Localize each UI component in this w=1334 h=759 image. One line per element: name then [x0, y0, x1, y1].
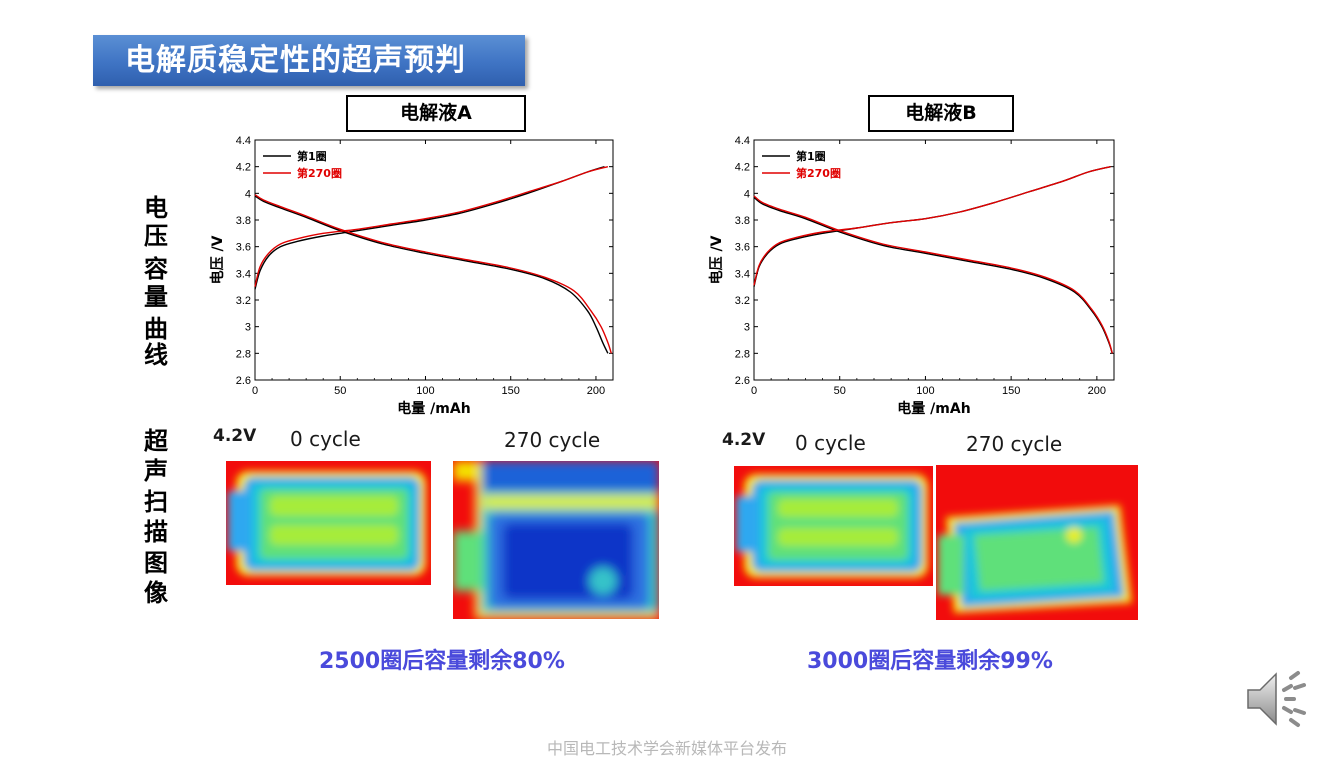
row-label-char: 容	[144, 255, 168, 283]
legend-entry: 第270圈	[796, 166, 841, 180]
y-tick-label: 4.2	[236, 162, 251, 174]
row-label-char: 声	[144, 457, 168, 485]
speaker-icon[interactable]	[1244, 668, 1310, 730]
x-tick-label: 100	[416, 385, 434, 397]
scan-cycle-0-label-a: 0 cycle	[290, 427, 361, 451]
row-label-char: 电	[144, 194, 168, 222]
series-2-charge-line	[753, 165, 1111, 286]
panel-b-label: 电解液B	[868, 95, 1014, 132]
plot-frame	[254, 139, 614, 381]
y-tick-label: 3.2	[236, 295, 251, 307]
series-2-discharge-line	[753, 195, 1113, 354]
ultrasonic-scan-a-0-cycle	[226, 461, 431, 585]
series-2-discharge-line	[254, 194, 612, 354]
y-tick-label: 2.8	[236, 348, 251, 360]
y-tick-label: 3	[245, 322, 251, 334]
x-tick-label: 0	[751, 385, 757, 397]
scan-voltage-a: 4.2V	[213, 426, 257, 446]
row-label-char: 像	[144, 579, 168, 607]
row-label-char: 曲	[144, 315, 168, 343]
row-label-char: 扫	[144, 488, 168, 516]
ultrasonic-scan-a-270-cycle	[453, 461, 659, 619]
result-electrolyte-a: 2500圈后容量剩余80%	[319, 649, 565, 674]
y-tick-label: 4.4	[236, 135, 251, 147]
row-label-char: 压	[144, 222, 168, 250]
voltage-capacity-chart-a: 2.6 2.8 3 3.2 3.4 3.6 3.8 4 4.2 4.4 0 50 100 150 200 电量…	[205, 132, 625, 422]
footer-credit: 中国电工技术学会新媒体平台发布	[546, 739, 787, 758]
row-label-char: 量	[144, 283, 168, 311]
x-tick-label: 50	[834, 385, 846, 397]
scan-voltage-b: 4.2V	[722, 430, 766, 450]
result-electrolyte-b: 3000圈后容量剩余99%	[807, 649, 1053, 674]
y-tick-label: 3.2	[735, 295, 750, 307]
y-tick-label: 3.8	[236, 215, 251, 227]
x-axis-label: 电量 /mAh	[397, 400, 470, 417]
y-tick-label: 3.6	[236, 242, 251, 254]
scan-cycle-0-label-b: 0 cycle	[795, 431, 866, 455]
x-tick-label: 150	[502, 385, 520, 397]
y-tick-label: 3	[744, 322, 750, 334]
y-tick-label: 4.2	[735, 162, 750, 174]
y-tick-label: 4	[245, 188, 251, 200]
y-tick-label: 3.8	[735, 215, 750, 227]
slide-title: 电解质稳定性的超声预判	[93, 35, 525, 86]
y-tick-label: 2.6	[236, 375, 251, 387]
chart-svg: 2.6 2.8 3 3.2 3.4 3.6 3.8 4 4.2 4.4 0 50 100 150 200 电量…	[209, 135, 614, 417]
y-tick-label: 3.4	[236, 268, 251, 280]
x-tick-label: 200	[1088, 385, 1106, 397]
legend-entry: 第270圈	[297, 166, 342, 180]
y-axis-label: 电压 /V	[209, 235, 226, 284]
y-tick-label: 3.6	[735, 242, 750, 254]
y-axis-label: 电压 /V	[708, 235, 725, 284]
series-2-charge-line	[254, 165, 609, 287]
legend-entry: 第1圈	[796, 149, 826, 163]
y-tick-label: 2.6	[735, 375, 750, 387]
y-tick-label: 4	[744, 188, 750, 200]
ultrasonic-scan-b-0-cycle	[734, 466, 933, 586]
scan-cycle-270-label-a: 270 cycle	[504, 428, 601, 452]
y-tick-label: 4.4	[735, 135, 750, 147]
x-tick-label: 0	[252, 385, 258, 397]
panel-a-label: 电解液A	[346, 95, 526, 132]
scan-cycle-270-label-b: 270 cycle	[966, 432, 1063, 456]
row-label-char: 超	[144, 427, 168, 455]
row-label-char: 图	[144, 549, 168, 577]
x-axis-label: 电量 /mAh	[897, 400, 970, 417]
x-tick-label: 200	[587, 385, 605, 397]
row-label-char: 线	[144, 341, 168, 369]
series-1-charge-line	[753, 165, 1111, 287]
chart-svg: 2.6 2.8 3 3.2 3.4 3.6 3.8 4 4.2 4.4 0 50 100 150 200 电量…	[708, 135, 1115, 417]
row-label-char: 描	[144, 518, 168, 546]
plot-frame	[753, 139, 1115, 381]
voltage-capacity-chart-b: 2.6 2.8 3 3.2 3.4 3.6 3.8 4 4.2 4.4 0 50 100 150 200 电量…	[705, 132, 1125, 422]
y-tick-label: 3.4	[735, 268, 750, 280]
series-1-discharge-line	[753, 196, 1113, 354]
ultrasonic-scan-b-270-cycle	[936, 465, 1138, 620]
x-tick-label: 100	[916, 385, 934, 397]
x-tick-label: 50	[334, 385, 346, 397]
x-tick-label: 150	[1002, 385, 1020, 397]
legend-entry: 第1圈	[297, 149, 327, 163]
series-1-discharge-line	[254, 195, 609, 354]
y-tick-label: 2.8	[735, 348, 750, 360]
